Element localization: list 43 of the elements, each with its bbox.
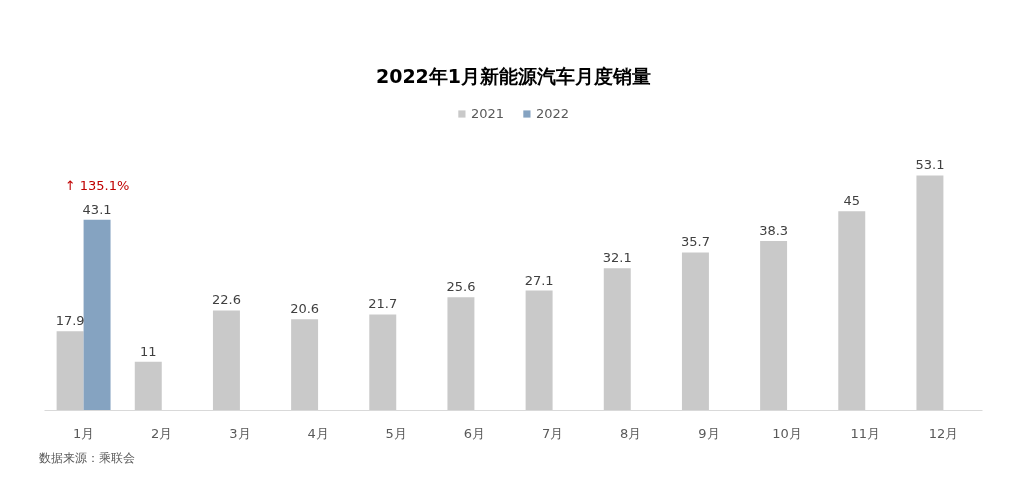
x-tick-label: 10月 xyxy=(772,425,802,441)
data-label: 17.9 xyxy=(55,313,85,329)
bar xyxy=(369,314,397,411)
data-label: 11 xyxy=(140,343,157,359)
x-tick-label: 2月 xyxy=(151,425,173,441)
data-label: 27.1 xyxy=(524,272,554,288)
bar xyxy=(56,331,84,411)
data-label: 45 xyxy=(843,193,861,209)
legend-label: 2022 xyxy=(536,106,570,121)
data-label: 32.1 xyxy=(602,250,632,266)
bar xyxy=(838,211,866,411)
chart-title: 2022年1月新能源汽车月度销量 xyxy=(375,64,652,87)
bar xyxy=(291,319,319,411)
data-label: 35.7 xyxy=(680,234,710,250)
annotation: ↑ 135.1% xyxy=(64,177,130,193)
data-label: 43.1 xyxy=(82,201,112,217)
data-label: 25.6 xyxy=(446,279,476,295)
bar xyxy=(916,175,944,411)
x-tick-label: 12月 xyxy=(928,425,959,441)
data-label: 22.6 xyxy=(211,292,241,308)
x-tick-label: 4月 xyxy=(307,425,329,441)
x-tick-label: 11月 xyxy=(850,425,881,441)
x-tick-label: 6月 xyxy=(463,425,486,441)
bar xyxy=(525,290,553,411)
data-label: 20.6 xyxy=(290,301,320,317)
bar xyxy=(134,361,162,411)
x-tick-label: 1月 xyxy=(72,425,95,441)
x-tick-label: 5月 xyxy=(385,425,407,441)
bar xyxy=(760,240,788,411)
legend-label: 2021 xyxy=(470,106,504,121)
bar xyxy=(681,252,709,411)
x-tick-label: 8月 xyxy=(620,425,642,441)
x-tick-label: 7月 xyxy=(541,425,564,441)
bar xyxy=(447,297,475,411)
data-label: 21.7 xyxy=(368,296,398,312)
bar xyxy=(603,268,631,411)
bar xyxy=(83,219,111,411)
data-label: 38.3 xyxy=(759,222,789,238)
bar xyxy=(212,310,240,411)
x-tick-label: 3月 xyxy=(229,425,251,441)
data-label: 53.1 xyxy=(915,157,945,173)
source-note: 数据来源：乘联会 xyxy=(38,450,135,465)
x-tick-label: 9月 xyxy=(698,425,720,441)
